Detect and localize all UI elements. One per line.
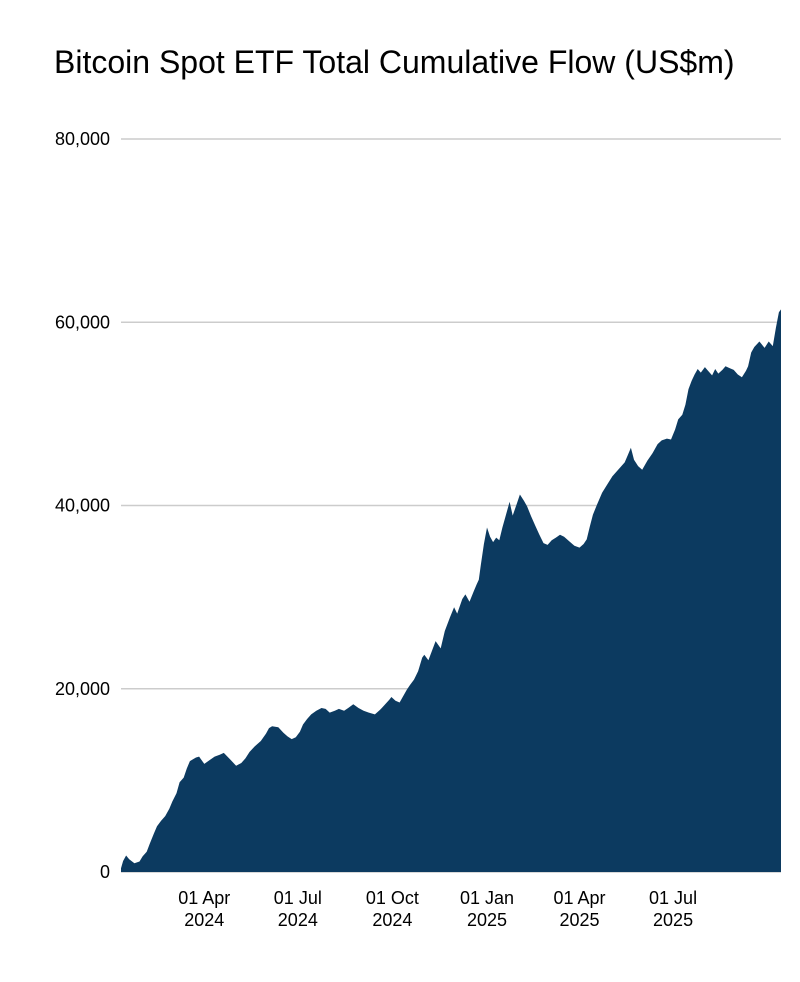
x-axis-tick-label-year: 2025 [653,910,693,930]
y-axis-tick-label: 20,000 [55,679,110,699]
y-axis-tick-label: 80,000 [55,129,110,149]
x-axis-tick-label-year: 2024 [278,910,318,930]
x-axis-tick-label-date: 01 Jul [649,888,697,908]
x-axis-tick-label-date: 01 Apr [178,888,230,908]
x-axis-tick-label-year: 2025 [559,910,599,930]
y-axis-tick-label: 0 [100,862,110,882]
cumulative-flow-area-series [121,309,781,872]
x-axis-tick-label-date: 01 Oct [366,888,419,908]
x-axis-tick-label-year: 2024 [184,910,224,930]
x-axis-tick-label-year: 2025 [467,910,507,930]
x-axis-tick-label-year: 2024 [372,910,412,930]
x-axis-tick-label-date: 01 Apr [553,888,605,908]
x-axis-tick-label-date: 01 Jul [274,888,322,908]
y-axis-tick-label: 60,000 [55,312,110,332]
y-axis-tick-label: 40,000 [55,496,110,516]
chart-title: Bitcoin Spot ETF Total Cumulative Flow (… [54,44,735,80]
x-axis-tick-label-date: 01 Jan [460,888,514,908]
